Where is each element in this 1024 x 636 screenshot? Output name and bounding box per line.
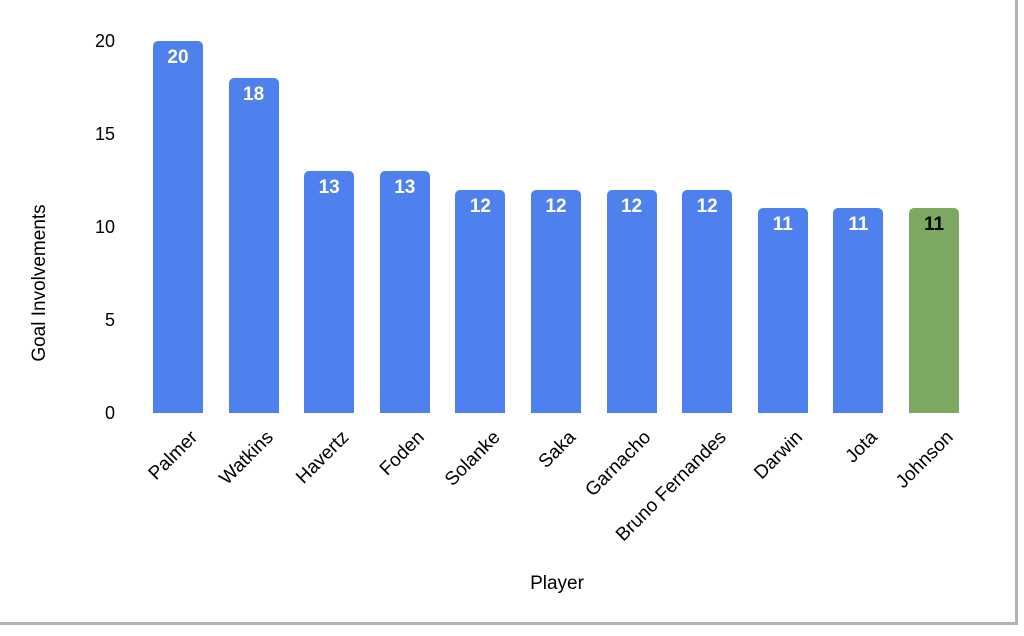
chart-frame: [0, 0, 1018, 625]
